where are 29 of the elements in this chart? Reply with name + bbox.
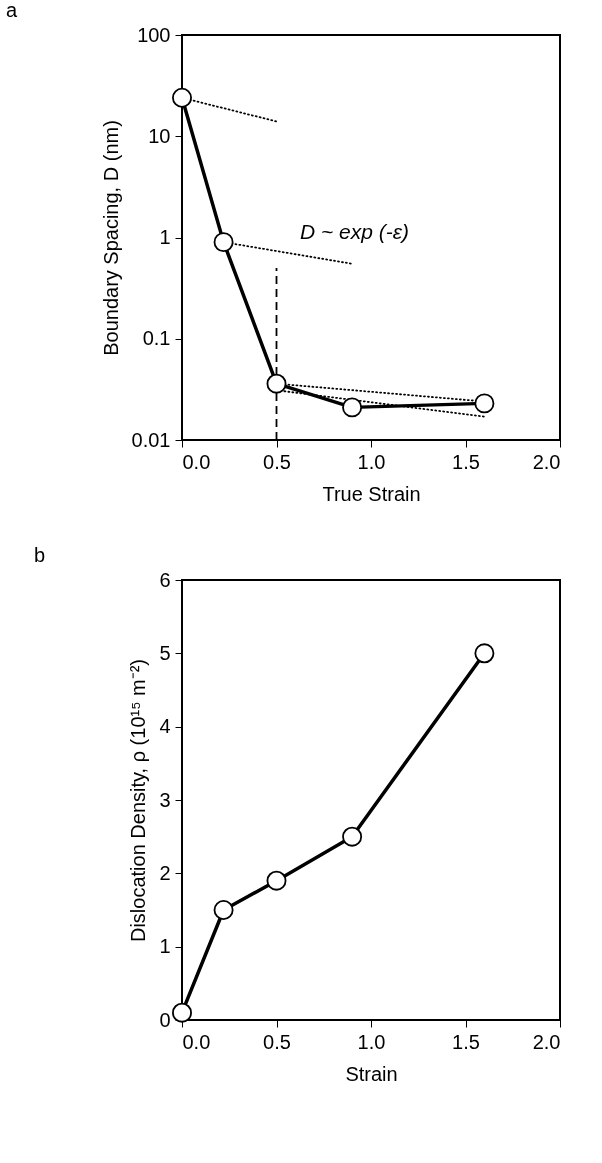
x-tick-label: 0.5 [263,1030,291,1053]
y-tick-label: 1 [159,226,171,248]
x-axis-title: True Strain [322,482,421,505]
chart-title: b [33,544,45,566]
x-axis-title: Strain [345,1062,398,1085]
y-tick-label: 10 [148,124,171,147]
x-tick-label: 0.0 [182,450,211,473]
y-tick-label: 4 [159,715,171,738]
x-tick-label: 0.0 [182,1030,211,1053]
text: a [6,0,19,21]
x-tick-label: 1.5 [452,450,480,473]
x-tick-label: 1.5 [452,1030,480,1053]
y-tick-label: 100 [137,23,171,46]
y-tick-label: 5 [159,641,171,664]
y-tick-label: 1 [159,935,171,958]
y-axis-title: Boundary Spacing, D (nm) [99,120,122,356]
annotation: D ~ exp (-ε) [300,220,409,243]
x-tick-label: 0.5 [263,450,291,473]
x-tick-label: 2.0 [532,450,561,473]
y-tick-label: 0.1 [142,327,171,350]
y-tick-label: 6 [159,568,171,591]
y-axis-title: Dislocation Density, ρ (10¹⁵ m⁻²) [127,658,150,943]
y-tick-label: 3 [159,788,171,811]
x-tick-label: 1.0 [357,450,386,473]
y-tick-label: 0 [159,1008,171,1031]
y-tick-label: 0.01 [131,428,171,451]
y-tick-label: 2 [159,861,171,884]
x-tick-label: 2.0 [532,1030,561,1053]
x-tick-label: 1.0 [357,1030,386,1053]
